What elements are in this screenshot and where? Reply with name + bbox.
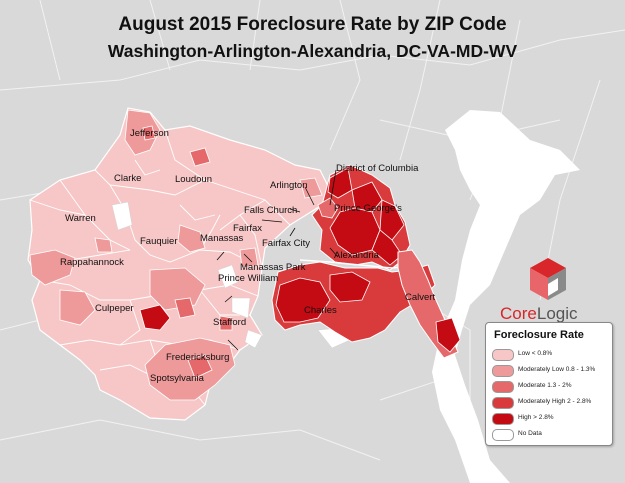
corelogic-logo-text: CoreLogic [500, 304, 578, 324]
label-prince-william: Prince William [218, 273, 279, 284]
label-calvert: Calvert [405, 292, 436, 303]
legend-item-high: High > 2.8% [492, 413, 612, 425]
label-prince-georges: Prince George's [334, 203, 402, 214]
legend: Foreclosure Rate Low < 0.8% Moderately L… [485, 322, 613, 446]
legend-item-no-data: No Data [492, 429, 612, 441]
label-fauquier: Fauquier [140, 236, 178, 247]
label-district-of-columbia: District of Columbia [336, 163, 419, 174]
label-stafford: Stafford [213, 317, 247, 328]
map-subtitle: Washington-Arlington-Alexandria, DC-VA-M… [107, 41, 518, 61]
label-falls-church: Falls Church [244, 205, 298, 216]
label-loudoun: Loudoun [175, 174, 212, 185]
legend-swatch [492, 349, 514, 361]
charles-high-zips [275, 271, 371, 323]
culpeper-high-patch [139, 304, 171, 331]
prince-georges-high-zips [327, 167, 405, 266]
legend-swatch [492, 413, 514, 425]
legend-swatch [492, 429, 514, 441]
label-warren: Warren [65, 213, 96, 224]
legend-label: Moderately High 2 - 2.8% [518, 398, 592, 405]
label-clarke: Clarke [114, 173, 142, 184]
label-manassas-park: Manassas Park [240, 262, 306, 273]
legend-label: Moderately Low 0.8 - 1.3% [518, 366, 596, 373]
legend-swatch [492, 397, 514, 409]
legend-item-moderately-low: Moderately Low 0.8 - 1.3% [492, 365, 612, 377]
region-moderately-low-patches [29, 109, 323, 401]
legend-item-low: Low < 0.8% [492, 349, 612, 361]
district-of-columbia [317, 197, 339, 219]
label-fredericksburg: Fredericksburg [166, 352, 230, 363]
label-jefferson: Jefferson [130, 128, 169, 139]
legend-label: No Data [518, 430, 542, 437]
legend-label: Moderate 1.3 - 2% [518, 382, 572, 389]
legend-item-moderately-high: Moderately High 2 - 2.8% [492, 397, 612, 409]
chesapeake-bay-water [432, 110, 580, 483]
legend-item-moderate: Moderate 1.3 - 2% [492, 381, 612, 393]
leader-lines [216, 169, 339, 351]
label-fairfax-city: Fairfax City [262, 238, 311, 249]
legend-title: Foreclosure Rate [494, 329, 584, 341]
label-alexandria: Alexandria [334, 250, 379, 261]
label-culpeper: Culpeper [95, 303, 134, 314]
corelogic-cube-icon [530, 258, 566, 300]
label-arlington: Arlington [270, 180, 308, 191]
label-fairfax: Fairfax [233, 223, 263, 234]
legend-label: Low < 0.8% [518, 350, 553, 357]
logo-logic-text: Logic [536, 304, 578, 323]
legend-swatch [492, 365, 514, 377]
region-moderate-patches [142, 125, 233, 379]
logo-core-text: Core [500, 304, 537, 323]
label-rappahannock: Rappahannock [60, 257, 124, 268]
calvert-high-zip [435, 317, 461, 353]
label-charles: Charles [304, 305, 337, 316]
label-manassas: Manassas [200, 233, 244, 244]
map-title: August 2015 Foreclosure Rate by ZIP Code [118, 14, 507, 35]
label-spotsylvania: Spotsylvania [150, 373, 204, 384]
legend-swatch [492, 381, 514, 393]
legend-label: High > 2.8% [518, 414, 554, 421]
